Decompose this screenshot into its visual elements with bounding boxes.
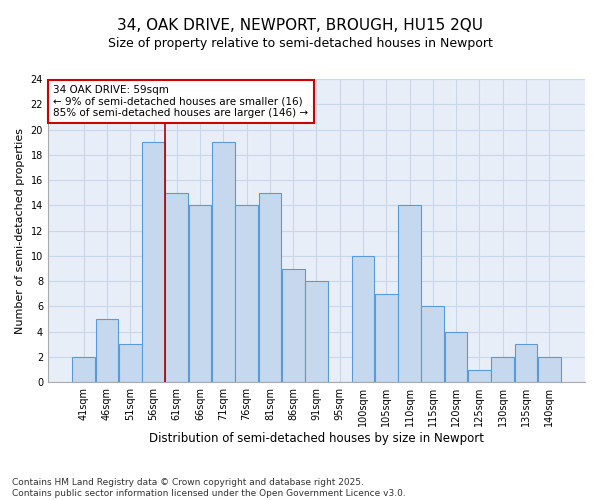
Text: Size of property relative to semi-detached houses in Newport: Size of property relative to semi-detach… <box>107 38 493 51</box>
Text: Contains HM Land Registry data © Crown copyright and database right 2025.
Contai: Contains HM Land Registry data © Crown c… <box>12 478 406 498</box>
Bar <box>235 206 258 382</box>
Bar <box>468 370 491 382</box>
Bar <box>188 206 211 382</box>
Text: 34, OAK DRIVE, NEWPORT, BROUGH, HU15 2QU: 34, OAK DRIVE, NEWPORT, BROUGH, HU15 2QU <box>117 18 483 32</box>
X-axis label: Distribution of semi-detached houses by size in Newport: Distribution of semi-detached houses by … <box>149 432 484 445</box>
Y-axis label: Number of semi-detached properties: Number of semi-detached properties <box>15 128 25 334</box>
Bar <box>166 192 188 382</box>
Bar <box>421 306 444 382</box>
Bar <box>398 206 421 382</box>
Bar <box>538 357 560 382</box>
Bar <box>142 142 165 382</box>
Bar <box>352 256 374 382</box>
Bar <box>73 357 95 382</box>
Text: 34 OAK DRIVE: 59sqm
← 9% of semi-detached houses are smaller (16)
85% of semi-de: 34 OAK DRIVE: 59sqm ← 9% of semi-detache… <box>53 85 308 118</box>
Bar <box>119 344 142 382</box>
Bar <box>515 344 538 382</box>
Bar <box>305 281 328 382</box>
Bar <box>95 319 118 382</box>
Bar <box>445 332 467 382</box>
Bar <box>375 294 398 382</box>
Bar <box>491 357 514 382</box>
Bar <box>282 268 305 382</box>
Bar <box>259 192 281 382</box>
Bar <box>212 142 235 382</box>
